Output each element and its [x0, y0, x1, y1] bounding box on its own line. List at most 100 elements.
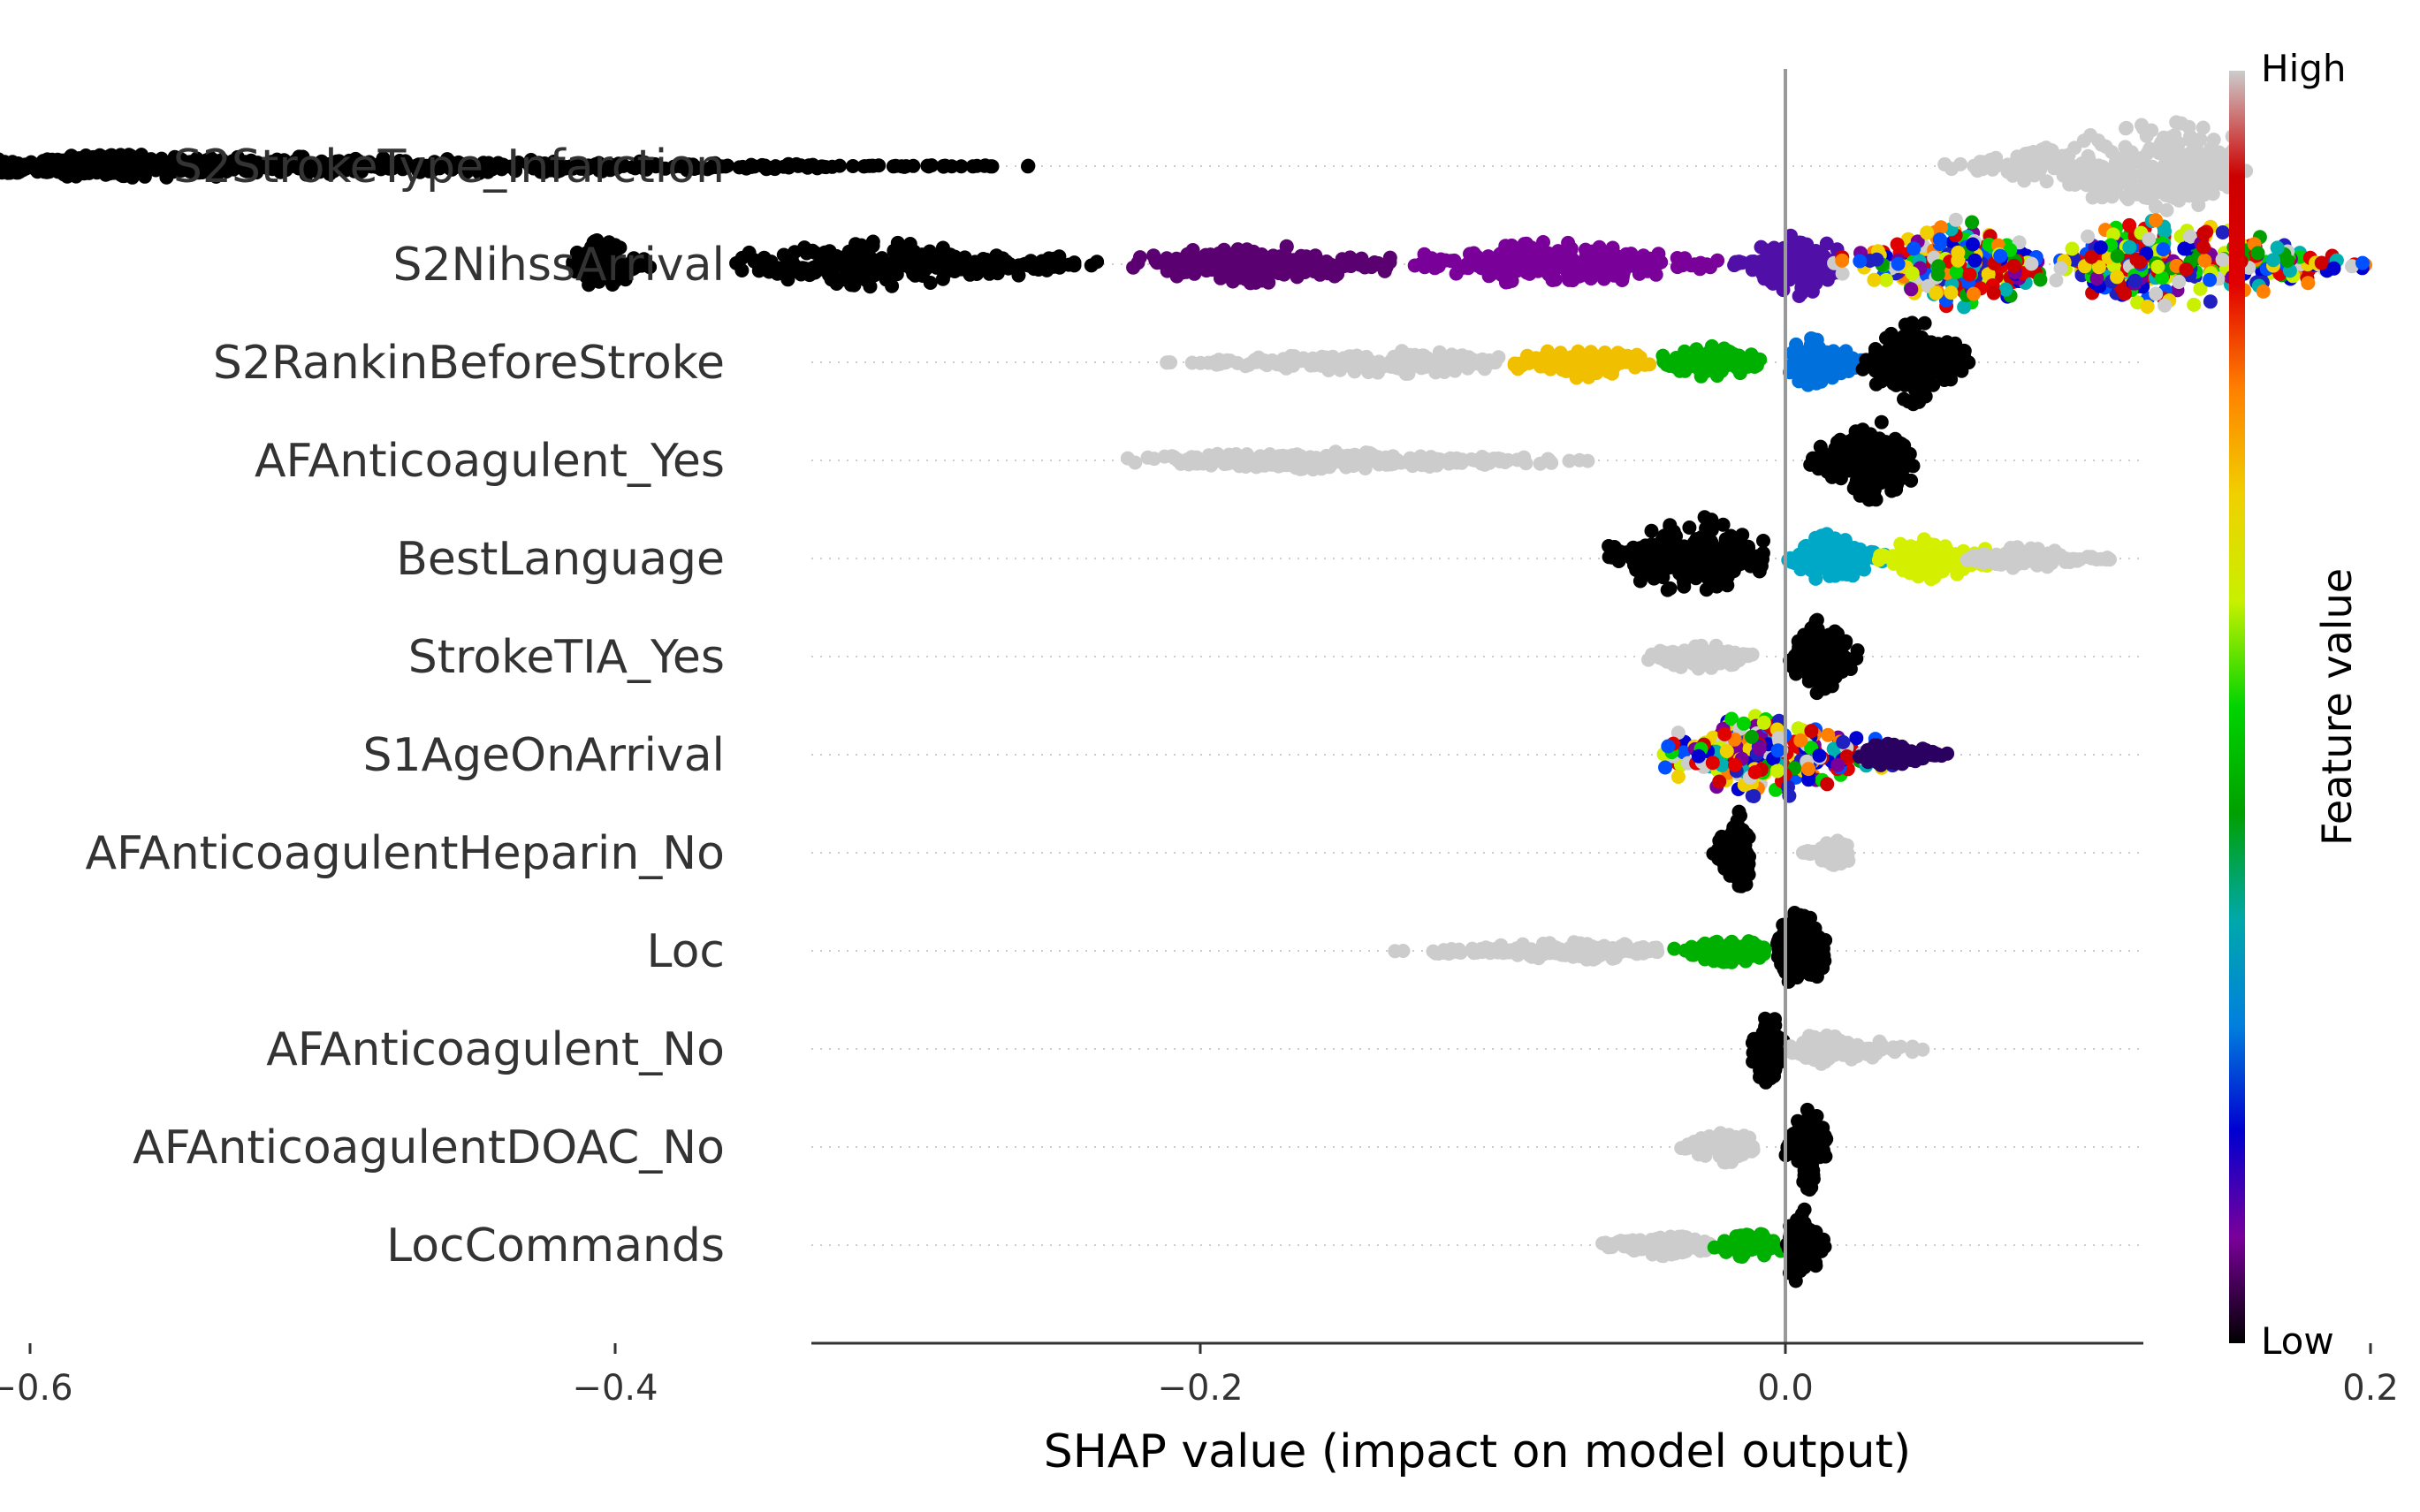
shap-point	[2040, 174, 2054, 188]
shap-point	[1484, 268, 1498, 282]
shap-point	[2186, 146, 2200, 160]
shap-point	[1677, 256, 1691, 270]
shap-point	[2111, 249, 2125, 263]
shap-point	[1642, 357, 1656, 371]
shap-point	[1199, 263, 1214, 277]
shap-point	[2110, 270, 2124, 284]
shap-point	[1849, 448, 1863, 462]
shap-point	[1764, 270, 1778, 284]
shap-point	[1820, 527, 1834, 541]
shap-point	[1444, 254, 1458, 268]
feature-row-points	[1160, 315, 1975, 411]
shap-point	[2187, 298, 2201, 312]
shap-point	[936, 159, 950, 173]
shap-point	[1967, 159, 1981, 173]
shap-point	[1966, 238, 1980, 252]
shap-point	[1806, 285, 1820, 299]
shap-point	[2179, 262, 2193, 277]
shap-point	[1869, 253, 1883, 267]
shap-point	[918, 262, 932, 276]
shap-point	[1433, 346, 1447, 360]
shap-point	[1488, 254, 1502, 268]
shap-point	[1792, 374, 1806, 388]
shap-point	[1463, 358, 1477, 372]
shap-point	[1558, 354, 1572, 369]
shap-point	[1562, 239, 1576, 253]
shap-point	[1533, 260, 1547, 274]
shap-point	[2216, 225, 2230, 239]
shap-point	[1906, 361, 1921, 375]
shap-point	[2136, 168, 2150, 182]
shap-point	[1840, 553, 1854, 567]
shap-point	[1409, 353, 1423, 368]
shap-point	[1641, 545, 1655, 559]
shap-point	[1704, 654, 1718, 668]
shap-point	[1756, 534, 1770, 548]
shap-point	[2122, 218, 2136, 232]
shap-point	[2089, 552, 2104, 566]
shap-point	[2136, 121, 2150, 135]
shap-point	[1251, 457, 1265, 471]
shap-point	[1906, 266, 1920, 280]
shap-point	[1333, 358, 1347, 372]
shap-point	[2172, 275, 2186, 289]
feature-row-points	[1602, 510, 2117, 596]
shap-point	[1363, 451, 1377, 465]
shap-point	[1806, 452, 1820, 466]
shap-point	[879, 272, 894, 286]
shap-point	[1633, 252, 1648, 266]
shap-point	[1084, 258, 1099, 272]
shap-point	[2301, 276, 2315, 290]
shap-point	[2141, 300, 2155, 314]
shap-point	[2122, 240, 2136, 255]
shap-point	[1953, 157, 1967, 171]
shap-point	[1936, 543, 1950, 558]
shap-point	[2196, 121, 2211, 135]
shap-point	[80, 152, 95, 166]
shap-point	[1906, 241, 1921, 255]
shap-point	[1820, 237, 1834, 251]
shap-point	[1828, 569, 1842, 583]
shap-point	[2054, 262, 2068, 276]
shap-point	[2315, 256, 2329, 270]
shap-point	[2023, 551, 2037, 565]
shap-point	[1940, 336, 1954, 350]
shap-point	[1627, 558, 1641, 572]
shap-point	[2172, 136, 2186, 150]
shap-point	[1133, 250, 1147, 264]
beeswarm-points	[0, 115, 2372, 1288]
shap-point	[1836, 267, 1850, 281]
shap-point	[1929, 346, 1943, 360]
shap-point	[1628, 361, 1642, 375]
shap-point	[1187, 262, 1201, 276]
shap-point	[1616, 270, 1630, 285]
shap-point	[1879, 273, 1893, 287]
shap-point	[1021, 159, 1035, 173]
shap-point	[2128, 274, 2142, 288]
shap-point	[1864, 452, 1878, 466]
shap-point	[989, 248, 1003, 262]
shap-point	[1450, 452, 1464, 466]
shap-point	[1371, 256, 1385, 270]
shap-point	[1605, 551, 1619, 565]
shap-point	[1847, 482, 1861, 496]
feature-row-points	[1641, 613, 1865, 701]
shap-point	[1993, 249, 2007, 263]
shap-point	[1887, 557, 1901, 571]
shap-point	[1904, 474, 1918, 488]
shap-point	[1989, 151, 2003, 165]
shap-point	[1933, 232, 1947, 247]
shap-point	[1867, 273, 1881, 287]
shap-point	[1062, 258, 1076, 272]
shap-point	[805, 244, 819, 258]
shap-point	[1663, 649, 1677, 663]
shap-point	[2081, 149, 2096, 163]
shap-point	[1804, 562, 1818, 576]
shap-point	[1160, 251, 1174, 265]
shap-point	[978, 263, 993, 277]
shap-point	[1219, 355, 1233, 369]
shap-point	[1897, 335, 1911, 349]
shap-point	[1499, 270, 1513, 285]
shap-point	[1001, 257, 1015, 271]
shap-point	[1759, 243, 1773, 257]
